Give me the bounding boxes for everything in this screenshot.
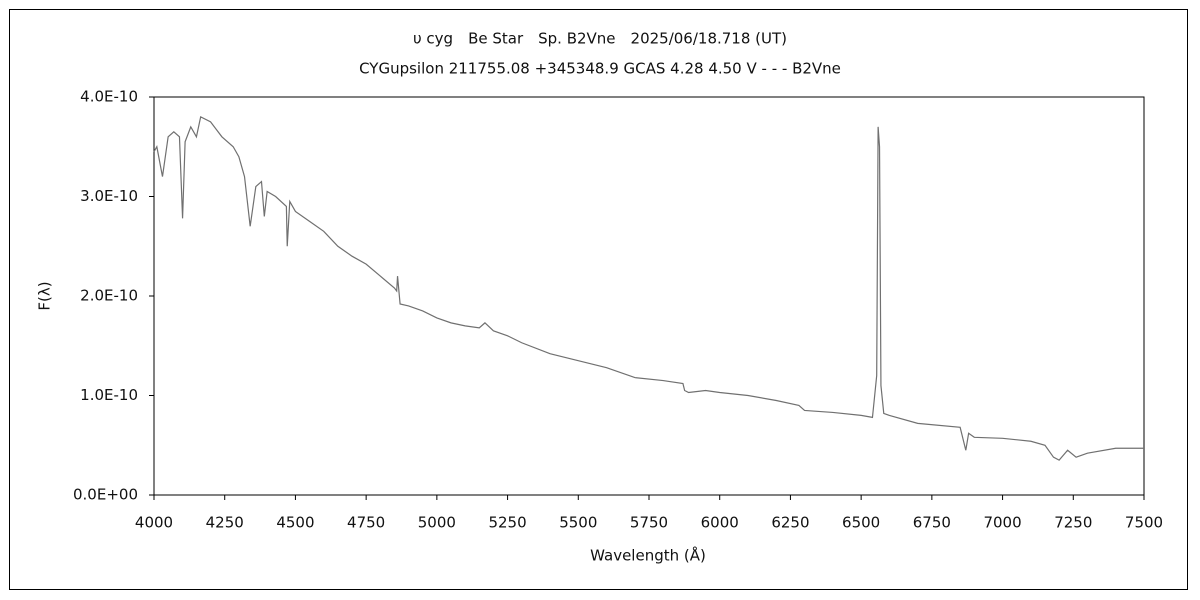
plot-area bbox=[153, 96, 1145, 496]
x-tick-label: 5000 bbox=[418, 514, 456, 532]
spectrum-line bbox=[153, 116, 1144, 461]
x-tick-label: 6500 bbox=[842, 514, 880, 532]
x-tick-label: 5500 bbox=[559, 514, 597, 532]
y-tick-label: 0.0E+00 bbox=[73, 486, 138, 504]
x-tick-label: 5250 bbox=[488, 514, 526, 532]
x-axis-label: Wavelength (Å) bbox=[590, 546, 706, 565]
x-tick-label: 7500 bbox=[1125, 514, 1163, 532]
x-tick-label: 6750 bbox=[913, 514, 951, 532]
x-tick-label: 4000 bbox=[135, 514, 173, 532]
x-tick-label: 7000 bbox=[983, 514, 1021, 532]
x-tick-label: 6000 bbox=[701, 514, 739, 532]
x-tick-label: 4250 bbox=[206, 514, 244, 532]
chart-title: υ cyg Be Star Sp. B2Vne 2025/06/18.718 (… bbox=[413, 30, 787, 48]
x-tick-label: 7250 bbox=[1054, 514, 1092, 532]
y-tick-label: 2.0E-10 bbox=[80, 287, 138, 305]
y-tick-label: 3.0E-10 bbox=[80, 187, 138, 205]
chart-subtitle: CYGupsilon 211755.08 +345348.9 GCAS 4.28… bbox=[359, 60, 841, 78]
x-tick-label: 6250 bbox=[771, 514, 809, 532]
x-tick-label: 4500 bbox=[276, 514, 314, 532]
y-tick-label: 4.0E-10 bbox=[80, 88, 138, 106]
x-tick-label: 4750 bbox=[347, 514, 385, 532]
frame bbox=[9, 9, 1188, 590]
y-axis-label: F(λ) bbox=[36, 281, 54, 310]
x-tick-label: 5750 bbox=[630, 514, 668, 532]
y-tick-label: 1.0E-10 bbox=[80, 386, 138, 404]
